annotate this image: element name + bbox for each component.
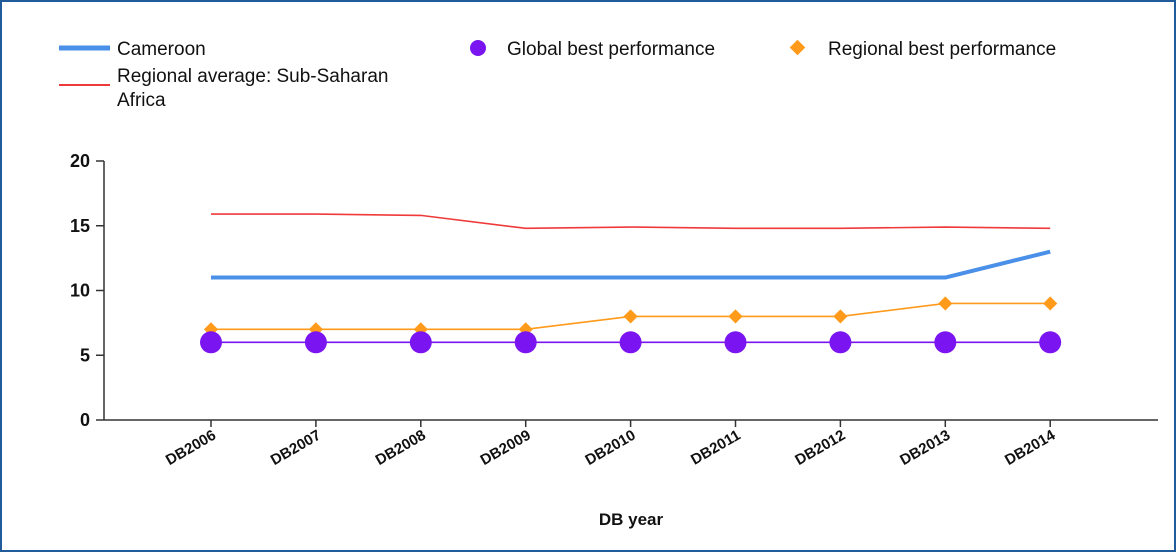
data-point-regional-best-performance xyxy=(728,309,743,324)
data-point-regional-best-performance xyxy=(833,309,848,324)
x-tick-label: DB2011 xyxy=(688,427,743,469)
x-tick-label: DB2006 xyxy=(163,427,219,469)
data-point-global-best-performance xyxy=(200,331,222,354)
x-tick-label: DB2007 xyxy=(268,427,324,469)
data-point-global-best-performance xyxy=(724,331,747,354)
legend-label-regional-average-line1: Regional average: Sub-Saharan xyxy=(117,66,388,87)
y-tick-label: 10 xyxy=(70,281,90,301)
y-tick-label: 5 xyxy=(80,345,90,365)
data-point-global-best-performance xyxy=(409,331,432,354)
x-axis-title: DB year xyxy=(599,510,664,529)
data-point-global-best-performance xyxy=(619,331,642,354)
series-line-cameroon xyxy=(211,249,1051,280)
x-tick-label: DB2008 xyxy=(373,427,429,469)
x-tick-label: DB2010 xyxy=(582,427,638,469)
legend-item-global-best: Global best performance xyxy=(470,39,715,60)
legend-item-cameroon: Cameroon xyxy=(59,39,206,60)
series-layer xyxy=(200,213,1062,354)
legend-item-regional-average: Regional average: Sub-Saharan Africa xyxy=(59,66,388,111)
y-tick-label: 20 xyxy=(70,151,90,171)
legend-label-global-best: Global best performance xyxy=(507,39,715,60)
x-tick-label: DB2009 xyxy=(478,427,534,469)
legend-label-cameroon: Cameroon xyxy=(117,39,206,60)
legend: Cameroon Regional average: Sub-Saharan A… xyxy=(59,39,1056,111)
legend-swatch-regional-best xyxy=(789,39,806,56)
data-point-global-best-performance xyxy=(934,331,957,354)
y-ticks: 0 5 10 15 20 xyxy=(70,151,104,430)
y-tick-label: 0 xyxy=(80,410,90,430)
data-point-regional-best-performance xyxy=(938,296,953,311)
legend-label-regional-average-line2: Africa xyxy=(117,90,166,111)
data-point-regional-best-performance xyxy=(623,309,638,324)
x-tick-label: DB2014 xyxy=(1002,426,1059,469)
legend-item-regional-best: Regional best performance xyxy=(789,39,1056,60)
legend-label-regional-best: Regional best performance xyxy=(828,39,1056,60)
x-tick-label: DB2013 xyxy=(897,427,953,469)
x-tick-label: DB2012 xyxy=(792,427,848,469)
series-line-regional-average-sub-saharan-africa xyxy=(211,213,1051,230)
data-point-global-best-performance xyxy=(829,331,852,354)
legend-swatch-global-best xyxy=(470,40,486,56)
data-point-global-best-performance xyxy=(304,331,327,354)
data-point-regional-best-performance xyxy=(1043,296,1058,311)
y-tick-label: 15 xyxy=(70,216,90,236)
data-point-global-best-performance xyxy=(1039,331,1062,354)
x-ticks: DB2006 DB2007 DB2008 DB2009 DB2010 DB2011 DB20… xyxy=(163,420,1059,469)
data-point-global-best-performance xyxy=(514,331,537,354)
